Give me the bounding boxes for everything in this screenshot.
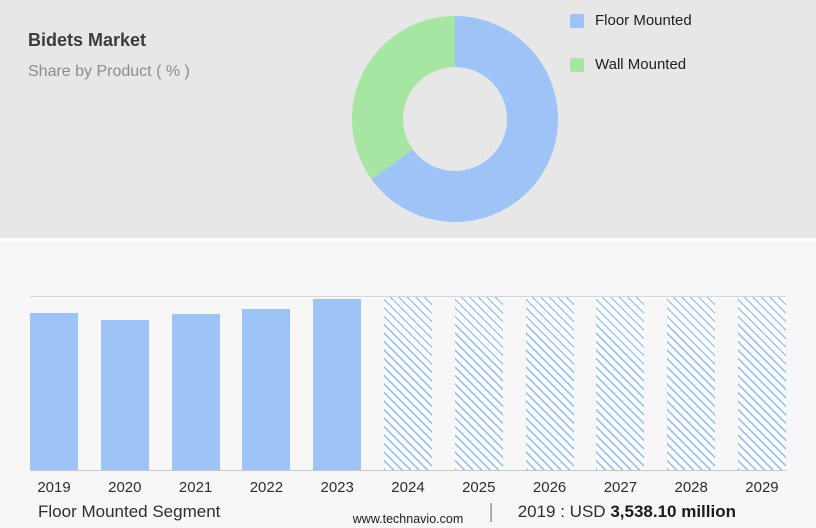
bars — [30, 297, 786, 470]
bar-chart — [30, 296, 786, 471]
footer-row: Floor Mounted Segment | 2019 : USD 3,538… — [38, 499, 736, 525]
x-axis-label-2024: 2024 — [391, 479, 425, 496]
legend-swatch-icon — [570, 57, 584, 72]
x-axis-label-2022: 2022 — [249, 479, 284, 496]
bar-2028 — [667, 297, 716, 470]
x-axis-labels: 2019 2020 2021 2022 2023 2024 2025 2026 2027 2028… — [30, 479, 786, 496]
bar-2027 — [596, 297, 645, 470]
bar-2023 — [313, 298, 362, 470]
market-value: 2019 : USD 3,538.10 million — [518, 502, 736, 522]
bar-2025 — [454, 297, 503, 470]
donut-chart — [352, 16, 558, 222]
bar-2020 — [100, 319, 149, 470]
market-value-amount: 3,538.10 million — [610, 502, 736, 521]
footer-divider: | — [488, 500, 494, 523]
page-subtitle: Share by Product ( % ) — [28, 63, 190, 80]
x-axis-label-2027: 2027 — [603, 479, 638, 496]
bar-2021 — [171, 314, 220, 470]
title-block: Bidets Market Share by Product ( % ) — [28, 30, 190, 81]
bar-2029 — [737, 297, 786, 470]
bar-2022 — [242, 309, 291, 470]
donut-hole — [403, 67, 507, 171]
legend-item: Wall Mounted — [570, 56, 692, 73]
legend: Floor Mounted Wall Mounted — [570, 12, 692, 100]
x-axis-label-2023: 2023 — [320, 479, 354, 496]
x-axis-label-2019: 2019 — [37, 479, 71, 496]
legend-label: Floor Mounted — [595, 12, 692, 29]
x-axis-label-2025: 2025 — [462, 479, 496, 496]
x-axis-label-2028: 2028 — [674, 479, 708, 496]
share-by-product-panel: Bidets Market Share by Product ( % ) Flo… — [0, 0, 816, 238]
bar-2026 — [525, 297, 574, 470]
market-size-panel: 2019 2020 2021 2022 2023 2024 2025 2026 2027 2028… — [0, 238, 816, 528]
x-axis-label-2021: 2021 — [178, 479, 213, 496]
legend-item: Floor Mounted — [570, 12, 692, 29]
x-axis-label-2029: 2029 — [745, 479, 779, 496]
market-value-prefix: 2019 : USD — [517, 502, 606, 521]
legend-label: Wall Mounted — [595, 56, 687, 73]
bar-2019 — [30, 312, 78, 470]
legend-swatch-icon — [570, 13, 584, 28]
x-axis-label-2026: 2026 — [532, 479, 567, 496]
segment-label: Floor Mounted Segment — [38, 502, 221, 521]
page-title: Bidets Market — [28, 30, 147, 50]
website-link: www.technavio.com — [352, 512, 464, 526]
x-axis-label-2020: 2020 — [108, 479, 142, 496]
bar-2024 — [383, 297, 432, 470]
